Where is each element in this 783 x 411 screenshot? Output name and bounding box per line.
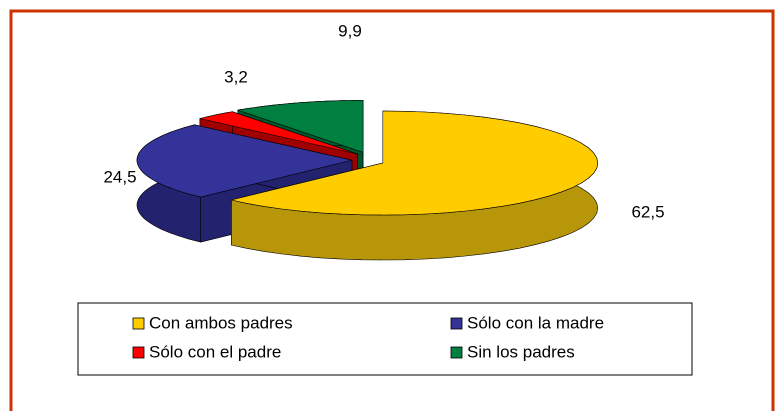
slice	[199, 111, 358, 155]
slice	[136, 124, 353, 198]
legend-swatch	[132, 317, 145, 330]
data-label: 3,2	[224, 67, 248, 86]
legend-label: Sólo con el padre	[149, 342, 281, 361]
slice	[237, 100, 364, 153]
data-label: 24,5	[103, 167, 136, 186]
data-label: 9,9	[338, 21, 362, 40]
legend-label: Con ambos padres	[149, 313, 293, 332]
data-label: 62,5	[631, 202, 664, 221]
legend-swatch	[132, 346, 145, 359]
legend-label: Sólo con la madre	[467, 313, 604, 332]
slice	[231, 110, 599, 216]
legend-label: Sin los padres	[467, 342, 575, 361]
legend-swatch	[450, 346, 463, 359]
legend-box	[77, 302, 693, 376]
legend-swatch	[450, 317, 463, 330]
